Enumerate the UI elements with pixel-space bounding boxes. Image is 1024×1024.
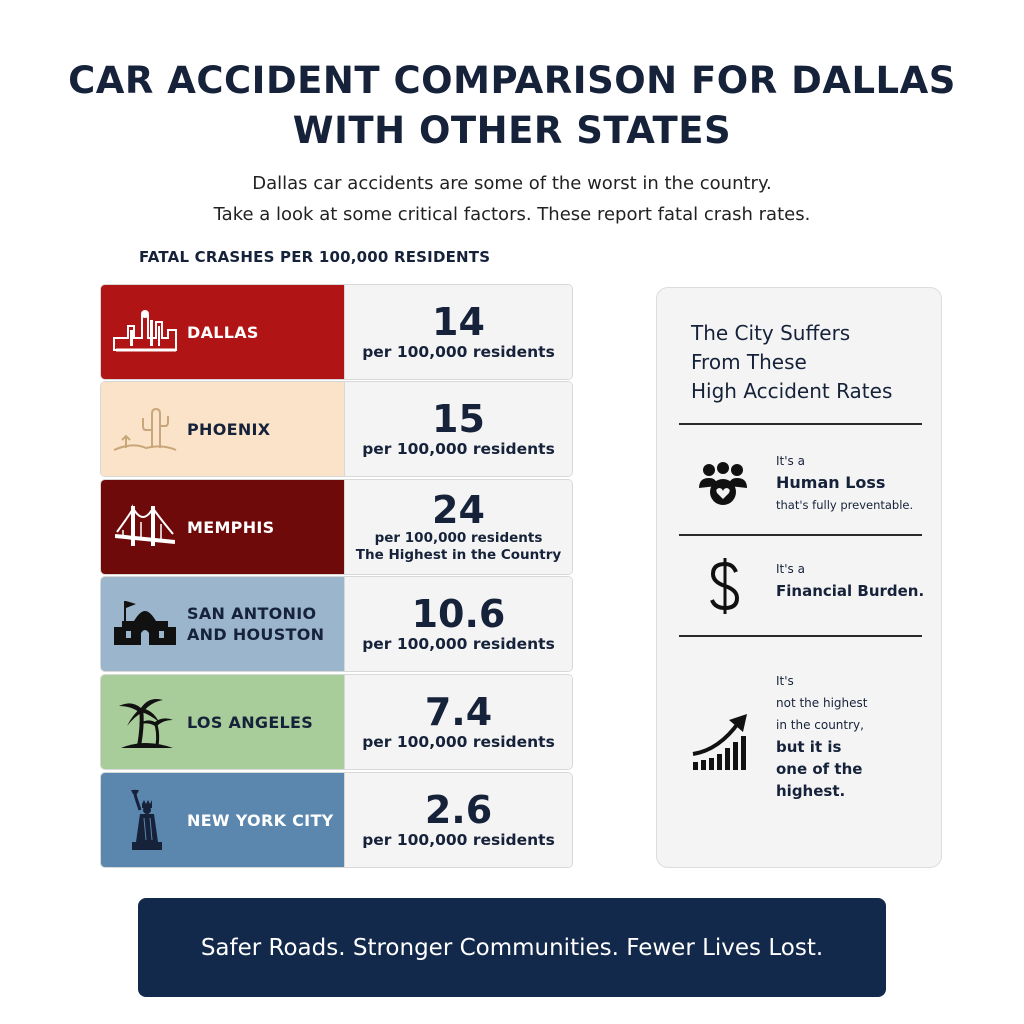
palm-trees-icon: [109, 692, 181, 752]
panel-item-ranking-text: It's not the highest in the country, but…: [776, 670, 936, 802]
dollar-icon: [705, 556, 745, 620]
panel-title-line-3: High Accident Rates: [691, 379, 893, 403]
row-memphis-stat: 24 per 100,000 residents The Highest in …: [344, 480, 572, 574]
financial-line-1: It's a: [776, 562, 805, 576]
statue-of-liberty-icon: [109, 789, 181, 850]
section-label: FATAL CRASHES PER 100,000 RESIDENTS: [139, 248, 491, 266]
row-new-york-city-unit: per 100,000 residents: [362, 831, 555, 849]
subtitle-line-1: Dallas car accidents are some of the wor…: [252, 173, 772, 194]
row-dallas: DALLAS 14 per 100,000 residents: [101, 285, 572, 379]
panel-divider: [679, 423, 922, 425]
row-san-antonio-houston-unit: per 100,000 residents: [362, 635, 555, 653]
page-subtitle: Dallas car accidents are some of the wor…: [0, 168, 1024, 230]
row-san-antonio-houston: SAN ANTONIO AND HOUSTON 10.6 per 100,000…: [101, 577, 572, 671]
human-loss-line-1: It's a: [776, 454, 805, 468]
city-line-2: AND HOUSTON: [187, 625, 325, 644]
subtitle-line-2: Take a look at some critical factors. Th…: [213, 204, 811, 225]
title-line-1: CAR ACCIDENT COMPARISON FOR DALLAS: [68, 59, 956, 102]
panel-title-line-2: From These: [691, 350, 807, 374]
row-dallas-label: DALLAS: [101, 285, 344, 379]
row-san-antonio-houston-value: 10.6: [411, 592, 506, 636]
ranking-line-4: but it is: [776, 738, 842, 756]
panel-title-line-1: The City Suffers: [691, 321, 851, 345]
people-heart-icon: [695, 462, 751, 514]
row-phoenix-value: 15: [432, 397, 485, 441]
row-memphis-value: 24: [432, 488, 485, 532]
row-memphis-note: The Highest in the Country: [355, 547, 562, 563]
ranking-line-2: not the highest: [776, 696, 868, 710]
row-new-york-city-value: 2.6: [424, 788, 493, 832]
ranking-line-6: highest.: [776, 782, 846, 800]
row-los-angeles-stat: 7.4 per 100,000 residents: [344, 675, 572, 769]
row-san-antonio-houston-city: SAN ANTONIO AND HOUSTON: [187, 603, 324, 645]
row-dallas-stat: 14 per 100,000 residents: [344, 285, 572, 379]
dallas-skyline-icon: [109, 302, 181, 362]
row-san-antonio-houston-stat: 10.6 per 100,000 residents: [344, 577, 572, 671]
panel-divider: [679, 534, 922, 536]
slogan-text: Safer Roads. Stronger Communities. Fewer…: [200, 934, 824, 961]
alamo-icon: [109, 594, 181, 654]
human-loss-line-2: Human Loss: [776, 473, 886, 492]
row-los-angeles-unit: per 100,000 residents: [362, 733, 555, 751]
cactus-icon: [109, 399, 181, 459]
row-memphis-city: MEMPHIS: [187, 517, 275, 537]
panel-title: The City Suffers From These High Acciden…: [691, 319, 931, 406]
row-dallas-city: DALLAS: [187, 322, 259, 342]
row-los-angeles-label: LOS ANGELES: [101, 675, 344, 769]
panel-item-financial-burden-text: It's a Financial Burden.: [776, 558, 936, 602]
panel-divider: [679, 635, 922, 637]
row-new-york-city: NEW YORK CITY 2.6 per 100,000 residents: [101, 773, 572, 867]
impact-panel: The City Suffers From These High Acciden…: [656, 287, 942, 868]
row-new-york-city-label: NEW YORK CITY: [101, 773, 344, 867]
row-los-angeles-city: LOS ANGELES: [187, 712, 314, 732]
row-memphis-unit: per 100,000 residents: [374, 530, 543, 546]
row-phoenix-city: PHOENIX: [187, 419, 271, 439]
row-memphis-label: MEMPHIS: [101, 480, 344, 574]
row-dallas-value: 14: [432, 300, 485, 344]
ranking-line-5: one of the: [776, 760, 863, 778]
row-dallas-unit: per 100,000 residents: [362, 343, 555, 361]
row-new-york-city-city: NEW YORK CITY: [187, 810, 334, 830]
row-phoenix-unit: per 100,000 residents: [362, 440, 555, 458]
page-title: CAR ACCIDENT COMPARISON FOR DALLAS WITH …: [0, 56, 1024, 156]
bridge-icon: [109, 497, 181, 557]
ranking-line-3: in the country,: [776, 718, 864, 732]
row-memphis: MEMPHIS 24 per 100,000 residents The Hig…: [101, 480, 572, 574]
row-los-angeles-value: 7.4: [424, 690, 493, 734]
row-phoenix: PHOENIX 15 per 100,000 residents: [101, 382, 572, 476]
row-new-york-city-stat: 2.6 per 100,000 residents: [344, 773, 572, 867]
row-san-antonio-houston-label: SAN ANTONIO AND HOUSTON: [101, 577, 344, 671]
row-los-angeles: LOS ANGELES 7.4 per 100,000 residents: [101, 675, 572, 769]
ranking-line-1: It's: [776, 674, 794, 688]
financial-line-2: Financial Burden.: [776, 582, 925, 600]
panel-item-human-loss-text: It's a Human Loss that's fully preventab…: [776, 450, 936, 516]
city-line-1: SAN ANTONIO: [187, 604, 317, 623]
rising-chart-icon: [691, 712, 751, 776]
row-phoenix-label: PHOENIX: [101, 382, 344, 476]
title-line-2: WITH OTHER STATES: [292, 109, 732, 152]
row-phoenix-stat: 15 per 100,000 residents: [344, 382, 572, 476]
slogan-banner: Safer Roads. Stronger Communities. Fewer…: [138, 898, 886, 997]
human-loss-line-3: that's fully preventable.: [776, 498, 914, 512]
